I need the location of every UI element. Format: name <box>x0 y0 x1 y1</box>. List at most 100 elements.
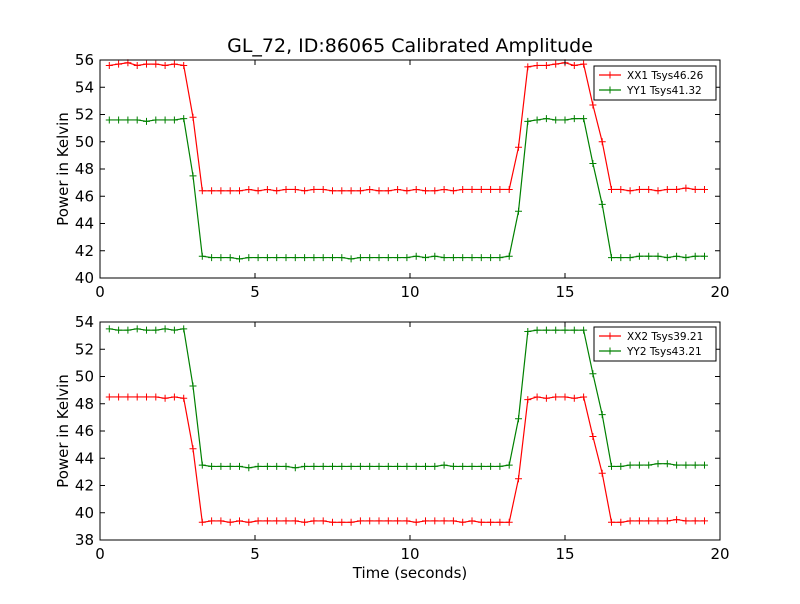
x-tick-label: 15 <box>555 545 574 563</box>
data-point <box>477 518 485 526</box>
data-point <box>477 462 485 470</box>
data-point <box>133 393 141 401</box>
data-point <box>598 411 606 419</box>
data-point <box>375 462 383 470</box>
data-point <box>217 462 225 470</box>
data-point <box>449 517 457 525</box>
data-point <box>105 393 113 401</box>
data-point <box>542 115 550 123</box>
data-point <box>701 461 708 469</box>
data-point <box>496 185 504 193</box>
data-point <box>617 185 625 193</box>
data-point <box>143 60 150 68</box>
data-point <box>598 200 606 208</box>
legend-label: XX2 Tsys39.21 <box>627 331 703 343</box>
data-point <box>515 143 522 151</box>
data-point <box>236 187 243 195</box>
data-point <box>133 325 141 333</box>
data-point <box>375 517 383 525</box>
data-point <box>180 394 188 402</box>
data-point <box>654 252 662 260</box>
data-point <box>152 393 160 401</box>
data-point <box>115 116 123 124</box>
data-point <box>403 462 411 470</box>
data-point <box>133 61 141 69</box>
data-point <box>143 393 150 401</box>
data-point <box>645 252 653 260</box>
data-point <box>161 116 169 124</box>
data-point <box>198 252 206 260</box>
series-bottom-1 <box>105 393 708 526</box>
data-point <box>515 475 522 483</box>
x-tick-label: 0 <box>95 283 105 301</box>
data-point <box>682 517 690 525</box>
data-point <box>161 394 169 402</box>
data-point <box>263 517 271 525</box>
data-point <box>542 326 550 334</box>
data-point <box>663 517 671 525</box>
data-point <box>366 517 374 525</box>
data-point <box>329 518 336 526</box>
data-point <box>384 254 392 262</box>
data-point <box>654 460 662 468</box>
data-point <box>143 326 150 334</box>
plot-bottom: Power in Kelvin Time (seconds) 0 5 10 15 20 3… <box>54 313 730 582</box>
data-point <box>375 254 383 262</box>
data-point <box>273 517 281 525</box>
data-point <box>319 462 327 470</box>
x-tick-label: 10 <box>400 283 419 301</box>
data-point <box>310 517 318 525</box>
data-point <box>310 185 318 193</box>
data-point <box>570 61 578 69</box>
data-point <box>282 462 290 470</box>
data-point <box>645 461 653 469</box>
data-point <box>431 517 439 525</box>
data-point <box>161 61 169 69</box>
data-point <box>263 185 271 193</box>
data-point <box>236 255 243 263</box>
data-point <box>459 518 467 526</box>
data-point <box>496 462 504 470</box>
data-point <box>561 393 569 401</box>
legend-bottom: XX2 Tsys39.21 YY2 Tsys43.21 <box>593 326 717 362</box>
y-tick-label: 42 <box>75 477 94 495</box>
data-point <box>598 469 606 477</box>
y-axis-label-top: Power in Kelvin <box>54 112 72 226</box>
data-point <box>542 394 550 402</box>
data-point <box>152 326 160 334</box>
data-point <box>245 464 253 472</box>
data-point <box>570 115 578 123</box>
data-point <box>524 117 532 125</box>
data-point <box>143 117 150 125</box>
data-point <box>673 185 681 193</box>
data-point <box>524 396 532 404</box>
data-point <box>217 187 225 195</box>
data-point <box>459 462 467 470</box>
data-point <box>384 462 392 470</box>
data-point <box>282 185 290 193</box>
y-tick-label: 50 <box>75 368 94 386</box>
data-point <box>542 61 550 69</box>
y-tick-label: 54 <box>75 313 94 331</box>
data-point <box>329 187 336 195</box>
data-point <box>589 370 597 378</box>
data-point <box>673 461 681 469</box>
data-point <box>152 116 160 124</box>
legend-top: XX1 Tsys46.26 YY1 Tsys41.32 <box>593 65 717 101</box>
data-point <box>180 61 188 69</box>
data-point <box>105 61 113 69</box>
data-point <box>198 461 206 469</box>
data-point <box>291 517 299 525</box>
data-point <box>356 517 364 525</box>
y-tick-label: 42 <box>75 242 94 260</box>
x-axis-label: Time (seconds) <box>352 564 468 582</box>
data-point <box>254 462 262 470</box>
data-point <box>291 464 299 472</box>
data-point <box>152 60 160 68</box>
y-tick-label: 44 <box>75 215 94 233</box>
data-point <box>356 462 364 470</box>
data-point <box>468 517 476 525</box>
data-point <box>552 393 560 401</box>
